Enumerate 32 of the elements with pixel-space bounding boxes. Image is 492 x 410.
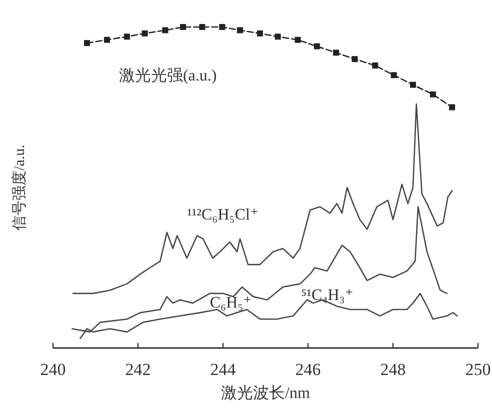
point (410, 82, 416, 88)
x-tick-label: 242 (125, 360, 151, 379)
point (294, 36, 301, 43)
series-label: ⁵¹C₄H₃⁺ (301, 287, 354, 304)
point (142, 30, 148, 36)
point (84, 40, 90, 46)
x-tick-label: 240 (40, 360, 66, 379)
point (372, 62, 378, 69)
series-label: ¹¹²C₆H₅Cl⁺ (187, 206, 258, 224)
point (430, 91, 436, 98)
point (256, 30, 263, 36)
point (237, 27, 243, 34)
series-label: C₆H₅⁺ (210, 294, 252, 312)
point (314, 43, 320, 50)
point (352, 56, 358, 62)
x-tick-label: 248 (380, 360, 406, 379)
series-label: 激光光强(a.u.) (118, 66, 217, 85)
y-axis-title: 信号强度/a.u. (11, 144, 28, 230)
point (162, 27, 168, 34)
point (104, 36, 110, 43)
x-tick-label: 244 (210, 360, 236, 379)
x-tick-label: 246 (295, 360, 321, 379)
point (219, 24, 226, 30)
point (274, 34, 281, 40)
point (124, 34, 130, 40)
point (199, 24, 206, 30)
point (333, 50, 340, 56)
x-tick-label: 250 (465, 360, 491, 379)
point (180, 24, 186, 30)
x-axis-title: 激光波长/nm (221, 384, 310, 402)
point (390, 72, 397, 78)
point (449, 104, 456, 110)
